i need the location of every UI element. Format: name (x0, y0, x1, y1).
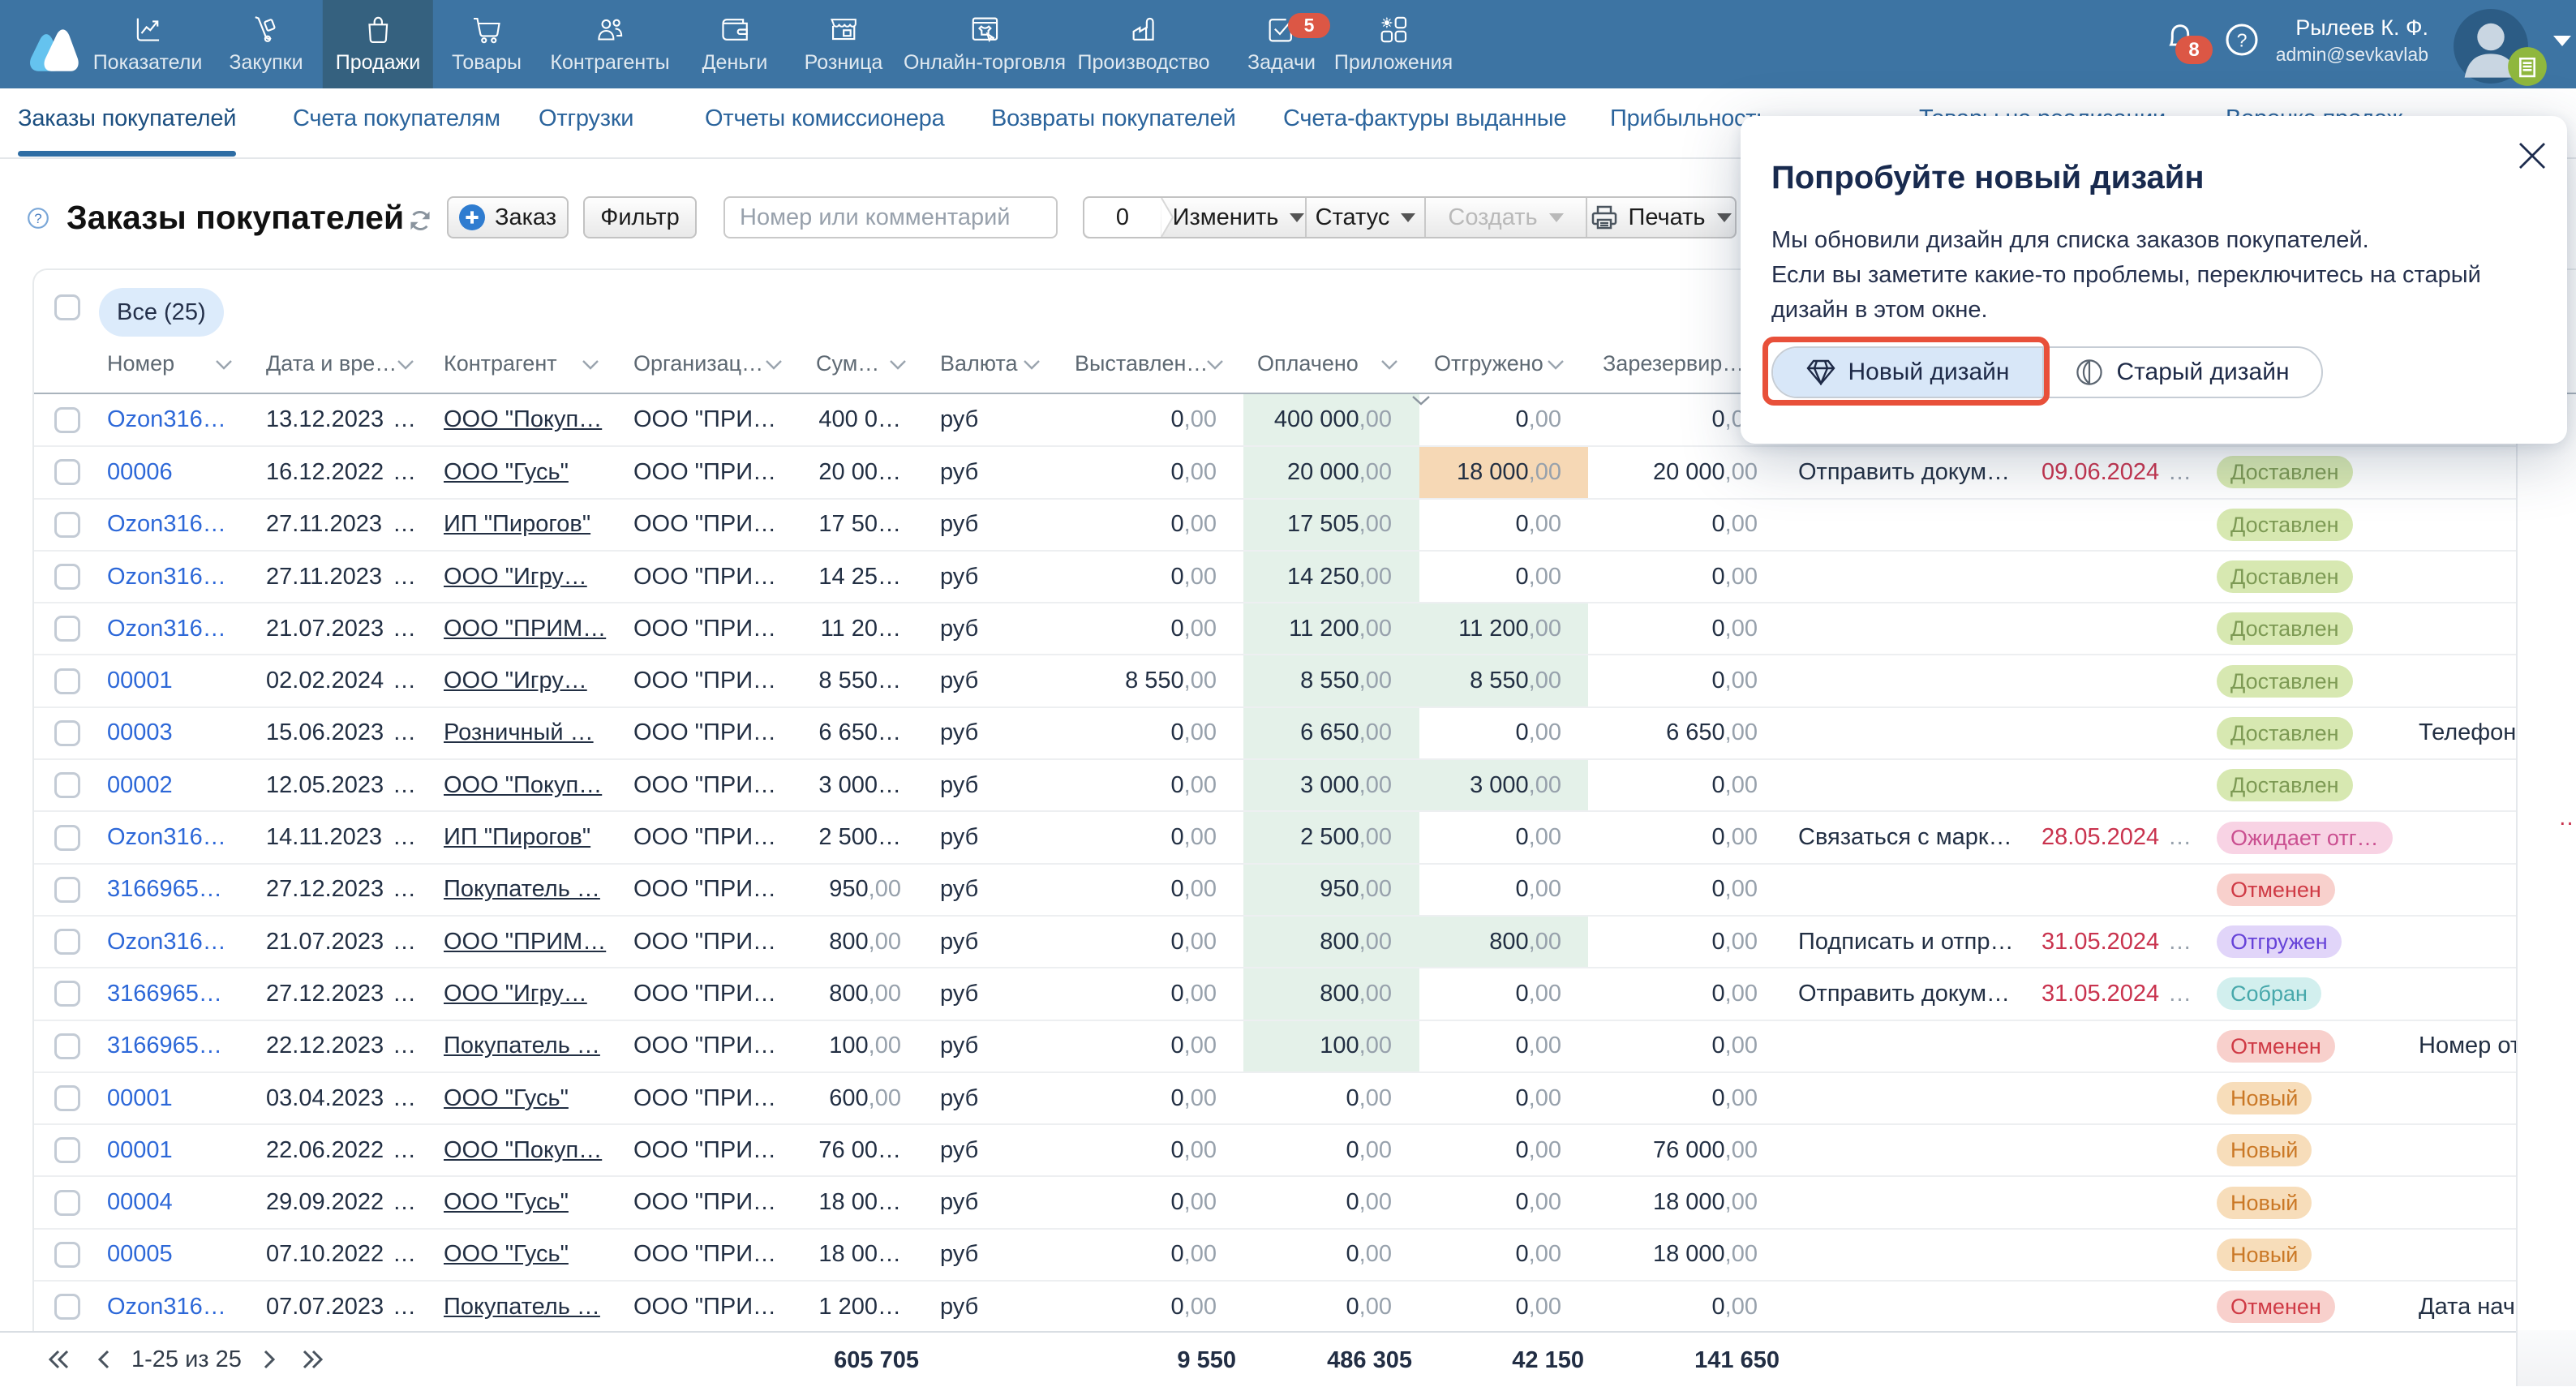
svg-text:?: ? (34, 211, 41, 226)
svg-text:?: ? (2237, 29, 2248, 50)
